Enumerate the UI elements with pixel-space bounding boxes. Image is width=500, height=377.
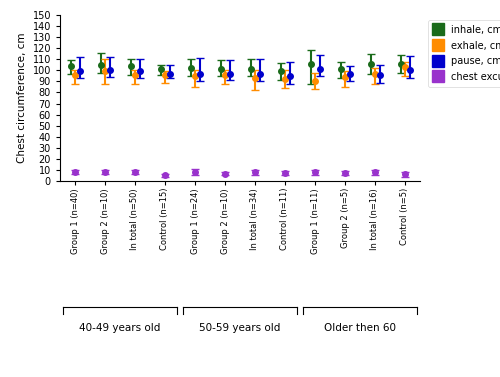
Text: 40-49 years old: 40-49 years old [80,323,160,334]
Text: 50-59 years old: 50-59 years old [200,323,280,334]
Y-axis label: Chest circumference, cm: Chest circumference, cm [17,33,27,163]
Text: Older then 60: Older then 60 [324,323,396,334]
Legend: inhale, cm, exhale, cm, pause, cm, chest excursion, cm: inhale, cm, exhale, cm, pause, cm, chest… [428,20,500,87]
